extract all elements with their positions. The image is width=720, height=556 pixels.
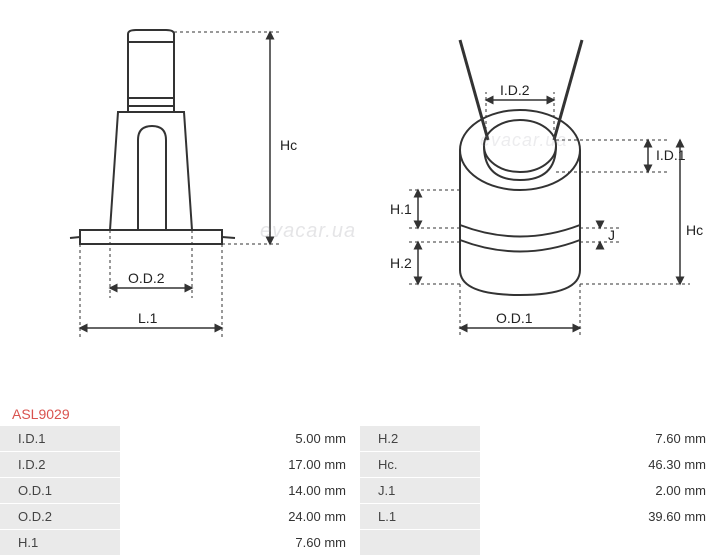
spec-value: 2.00 mm <box>480 478 720 504</box>
watermark: evacar.ua <box>480 130 567 151</box>
spec-label: J.1 <box>360 478 480 504</box>
side-view: Hc O.D.2 L.1 <box>70 30 330 360</box>
spec-value: 17.00 mm <box>120 452 360 478</box>
spec-row: I.D.217.00 mmHc.46.30 mm <box>0 452 720 478</box>
hc-label-2: Hc <box>686 222 703 238</box>
spec-row: O.D.224.00 mmL.139.60 mm <box>0 504 720 530</box>
od2-label: O.D.2 <box>128 270 165 286</box>
watermark: evacar.ua <box>260 220 356 243</box>
spec-value: 39.60 mm <box>480 504 720 530</box>
spec-label: H.1 <box>0 530 120 556</box>
spec-row: O.D.114.00 mmJ.12.00 mm <box>0 478 720 504</box>
spec-value: 7.60 mm <box>480 426 720 452</box>
diagram-area: Hc O.D.2 L.1 <box>0 0 720 400</box>
spec-label: I.D.1 <box>0 426 120 452</box>
spec-label: I.D.2 <box>0 452 120 478</box>
spec-table: I.D.15.00 mmH.27.60 mmI.D.217.00 mmHc.46… <box>0 426 720 556</box>
l1-label: L.1 <box>138 310 158 326</box>
spec-label: Hc. <box>360 452 480 478</box>
id2-label: I.D.2 <box>500 82 530 98</box>
spec-value <box>480 530 720 556</box>
spec-value: 24.00 mm <box>120 504 360 530</box>
spec-label: H.2 <box>360 426 480 452</box>
product-code: ASL9029 <box>0 400 720 426</box>
h1-label: H.1 <box>390 201 412 217</box>
h2-label: H.2 <box>390 255 412 271</box>
id1-label: I.D.1 <box>656 147 686 163</box>
spec-label: O.D.1 <box>0 478 120 504</box>
spec-row: H.17.60 mm <box>0 530 720 556</box>
spec-value: 46.30 mm <box>480 452 720 478</box>
top-view-svg: I.D.2 I.D.1 Hc H.1 H.2 J <box>390 40 700 380</box>
j-label: J <box>608 227 615 243</box>
spec-label: O.D.2 <box>0 504 120 530</box>
side-view-svg: Hc O.D.2 L.1 <box>70 30 330 370</box>
spec-row: I.D.15.00 mmH.27.60 mm <box>0 426 720 452</box>
spec-value: 14.00 mm <box>120 478 360 504</box>
od1-label: O.D.1 <box>496 310 533 326</box>
spec-value: 7.60 mm <box>120 530 360 556</box>
top-view: I.D.2 I.D.1 Hc H.1 H.2 J <box>390 40 700 370</box>
spec-value: 5.00 mm <box>120 426 360 452</box>
spec-label: L.1 <box>360 504 480 530</box>
spec-label <box>360 530 480 556</box>
hc-label: Hc <box>280 137 297 153</box>
